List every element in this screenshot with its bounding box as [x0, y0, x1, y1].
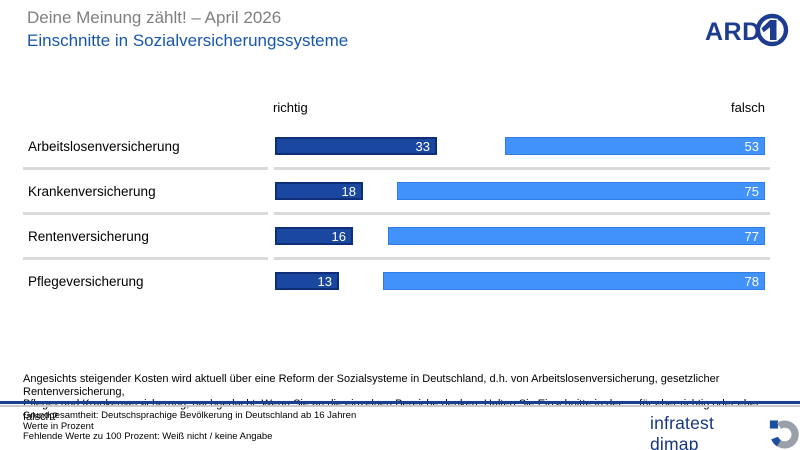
- bar-falsch: 53: [505, 137, 765, 155]
- row-separator: [23, 167, 268, 170]
- category-label: Rentenversicherung: [28, 229, 149, 244]
- ard-logo-text: ARD: [705, 18, 761, 46]
- bar-value: 75: [744, 183, 759, 199]
- footnote: Grundgesamtheit: Deutschsprachige Bevölk…: [23, 410, 357, 443]
- chart-row: Krankenversicherung 18 75: [0, 175, 800, 220]
- chart-row: Arbeitslosenversicherung 33 53: [0, 130, 800, 175]
- divider-line-gray: [0, 405, 800, 407]
- bar-value: 77: [744, 228, 759, 244]
- footnote-line: Grundgesamtheit: Deutschsprachige Bevölk…: [23, 410, 357, 421]
- row-separator: [23, 257, 268, 260]
- category-label: Arbeitslosenversicherung: [28, 139, 180, 154]
- row-separator: [274, 167, 770, 170]
- row-separator: [274, 257, 770, 260]
- ard-logo: ARD: [705, 11, 791, 54]
- chart-row: Rentenversicherung 16 77: [0, 220, 800, 265]
- footnote-line: Werte in Prozent: [23, 420, 94, 432]
- column-header-falsch: falsch: [731, 100, 765, 115]
- bar-falsch: 77: [388, 227, 765, 245]
- logo-gray-arc: [774, 420, 799, 449]
- ard-one-icon: [759, 18, 778, 42]
- bar-richtig: 16: [275, 227, 353, 245]
- question-line: Angesichts steigender Kosten wird aktuel…: [23, 373, 720, 398]
- logo-blue-arc: [771, 436, 782, 447]
- bar-value: 18: [341, 183, 356, 199]
- infratest-dimap-logo: infratest dimap: [650, 413, 800, 450]
- category-label: Pflegeversicherung: [28, 274, 144, 289]
- chart-row: Pflegeversicherung 13 78: [0, 265, 800, 310]
- infratest-dimap-wordmark: infratest dimap: [650, 413, 715, 450]
- row-separator: [23, 212, 268, 215]
- column-header-richtig: richtig: [273, 100, 308, 115]
- chart-rows: Arbeitslosenversicherung 33 53 Krankenve…: [0, 130, 800, 310]
- row-separator: [274, 212, 770, 215]
- page-subtitle: Einschnitte in Sozialversicherungssystem…: [27, 31, 349, 50]
- logo-square: [770, 420, 779, 429]
- bar-value: 78: [744, 273, 759, 289]
- bar-richtig: 13: [275, 272, 339, 290]
- page-title: Deine Meinung zählt! – April 2026: [27, 8, 282, 27]
- bar-value: 16: [331, 228, 346, 244]
- category-label: Krankenversicherung: [28, 184, 156, 199]
- bar-falsch: 78: [383, 272, 765, 290]
- bar-value: 53: [744, 138, 759, 154]
- infratest-dimap-icon: [770, 420, 799, 449]
- bar-value: 13: [317, 273, 332, 289]
- ard-logo-icon: ARD: [705, 13, 789, 47]
- bar-richtig: 18: [275, 182, 363, 200]
- divider-line-navy: [0, 401, 800, 404]
- footnote-line: Fehlende Werte zu 100 Prozent: Weiß nich…: [23, 431, 273, 442]
- ard-circle-icon: [755, 13, 789, 47]
- bar-falsch: 75: [397, 182, 765, 200]
- bar-value: 33: [415, 138, 430, 154]
- bar-richtig: 33: [275, 137, 437, 155]
